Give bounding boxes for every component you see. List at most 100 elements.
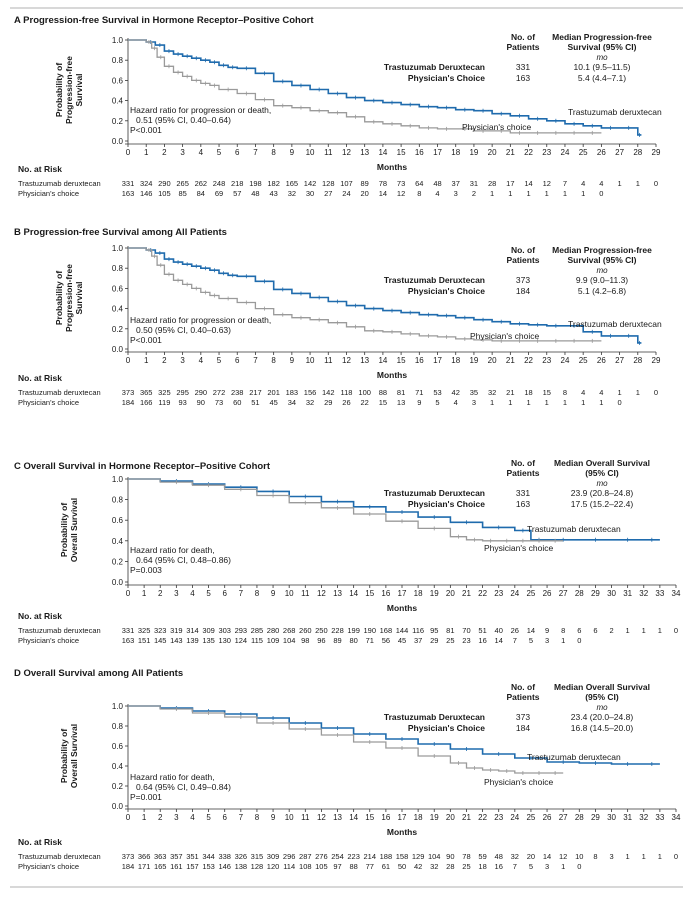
risk-value: 88: [349, 862, 357, 871]
legend-units: mo: [596, 703, 608, 712]
risk-value: 32: [488, 388, 496, 397]
risk-value: 201: [267, 388, 280, 397]
risk-value: 3: [609, 852, 613, 861]
panel-a: A Progression-free Survival in Hormone R…: [14, 15, 662, 198]
risk-value: 5: [529, 636, 533, 645]
x-tick-label: 4: [199, 356, 204, 365]
risk-value: 61: [382, 862, 390, 871]
x-tick-label: 18: [414, 589, 423, 598]
risk-value: 285: [251, 626, 264, 635]
risk-value: 88: [379, 388, 387, 397]
x-tick-label: 9: [290, 148, 295, 157]
risk-value: 12: [559, 852, 567, 861]
x-tick-label: 34: [672, 589, 681, 598]
y-tick-label: 0.6: [112, 284, 124, 293]
x-tick-label: 22: [524, 356, 533, 365]
hazard-ratio-annotation: Hazard ratio for progression or death,: [130, 315, 271, 325]
x-tick-label: 19: [430, 589, 439, 598]
x-tick-label: 1: [142, 589, 147, 598]
risk-value: 238: [231, 388, 244, 397]
risk-value: 250: [315, 626, 328, 635]
risk-value: 1: [618, 388, 622, 397]
risk-value: 163: [122, 189, 135, 198]
risk-value: 32: [430, 862, 438, 871]
y-axis-label-line: Overall Survival: [69, 724, 79, 788]
risk-row-label: Trastuzumab deruxtecan: [18, 388, 101, 397]
risk-value: 31: [470, 179, 478, 188]
risk-value: 290: [158, 179, 171, 188]
risk-value: 25: [446, 636, 454, 645]
panel-title-text: Overall Survival among All Patients: [24, 668, 184, 679]
risk-value: 45: [398, 636, 406, 645]
risk-value: 80: [349, 636, 357, 645]
legend-header-median: (95% CI): [585, 692, 619, 702]
risk-value: 338: [218, 852, 231, 861]
legend-header-patients: Patients: [506, 42, 539, 52]
risk-value: 29: [430, 636, 438, 645]
risk-value: 2: [472, 189, 476, 198]
x-tick-label: 26: [543, 589, 552, 598]
y-tick-label: 0.2: [112, 117, 124, 126]
x-tick-label: 9: [271, 813, 276, 822]
risk-value: 4: [454, 398, 458, 407]
risk-value: 314: [186, 626, 199, 635]
risk-row-label: Physician's choice: [18, 636, 79, 645]
x-tick-label: 8: [255, 589, 260, 598]
legend-row-n: 163: [516, 73, 530, 83]
x-tick-label: 8: [271, 148, 276, 157]
risk-value: 6: [577, 626, 581, 635]
risk-value: 130: [218, 636, 231, 645]
x-tick-label: 21: [506, 148, 515, 157]
risk-value: 81: [446, 626, 454, 635]
curve-label-physician: Physician's choice: [484, 777, 553, 787]
series-trastuzumab-line: [128, 705, 660, 765]
x-tick-label: 0: [126, 356, 131, 365]
x-tick-label: 21: [506, 356, 515, 365]
risk-value: 183: [286, 388, 299, 397]
risk-value: 14: [379, 189, 387, 198]
y-tick-label: 0.0: [112, 802, 124, 811]
legend-row-name: Trastuzumab Deruxtecan: [384, 62, 485, 72]
risk-value: 18: [524, 388, 532, 397]
x-axis-label: Months: [377, 370, 407, 380]
risk-value: 1: [626, 852, 630, 861]
x-tick-label: 2: [158, 813, 163, 822]
x-tick-label: 30: [607, 589, 616, 598]
risk-value: 146: [140, 189, 153, 198]
risk-value: 324: [140, 179, 153, 188]
risk-value: 1: [526, 398, 530, 407]
panel-b: B Progression-free Survival among All Pa…: [14, 227, 662, 407]
risk-value: 1: [642, 626, 646, 635]
risk-value: 373: [122, 388, 135, 397]
risk-value: 7: [513, 636, 517, 645]
risk-value: 184: [122, 862, 135, 871]
risk-value: 45: [269, 398, 277, 407]
risk-value: 12: [543, 179, 551, 188]
series-physician-line: [128, 705, 564, 774]
x-tick-label: 31: [623, 589, 632, 598]
risk-value: 129: [412, 852, 425, 861]
legend-row-median: 23.9 (20.8–24.8): [571, 488, 634, 498]
x-tick-label: 28: [575, 589, 584, 598]
x-tick-label: 1: [142, 813, 147, 822]
risk-value: 51: [478, 626, 486, 635]
y-axis-label-line: Progression-free: [64, 56, 74, 124]
x-axis-label: Months: [387, 827, 417, 837]
risk-value: 303: [218, 626, 231, 635]
panel-title: A Progression-free Survival in Hormone R…: [14, 15, 314, 26]
risk-value: 118: [340, 388, 352, 397]
risk-value: 0: [599, 189, 603, 198]
x-tick-label: 32: [639, 589, 648, 598]
y-tick-label: 0.0: [112, 137, 124, 146]
risk-value: 331: [122, 179, 135, 188]
risk-value: 15: [543, 388, 551, 397]
risk-value: 5: [529, 862, 533, 871]
risk-value: 373: [122, 852, 135, 861]
risk-value: 272: [213, 388, 226, 397]
risk-value: 124: [235, 636, 248, 645]
risk-value: 1: [545, 398, 549, 407]
risk-value: 69: [215, 189, 223, 198]
risk-value: 1: [618, 179, 622, 188]
